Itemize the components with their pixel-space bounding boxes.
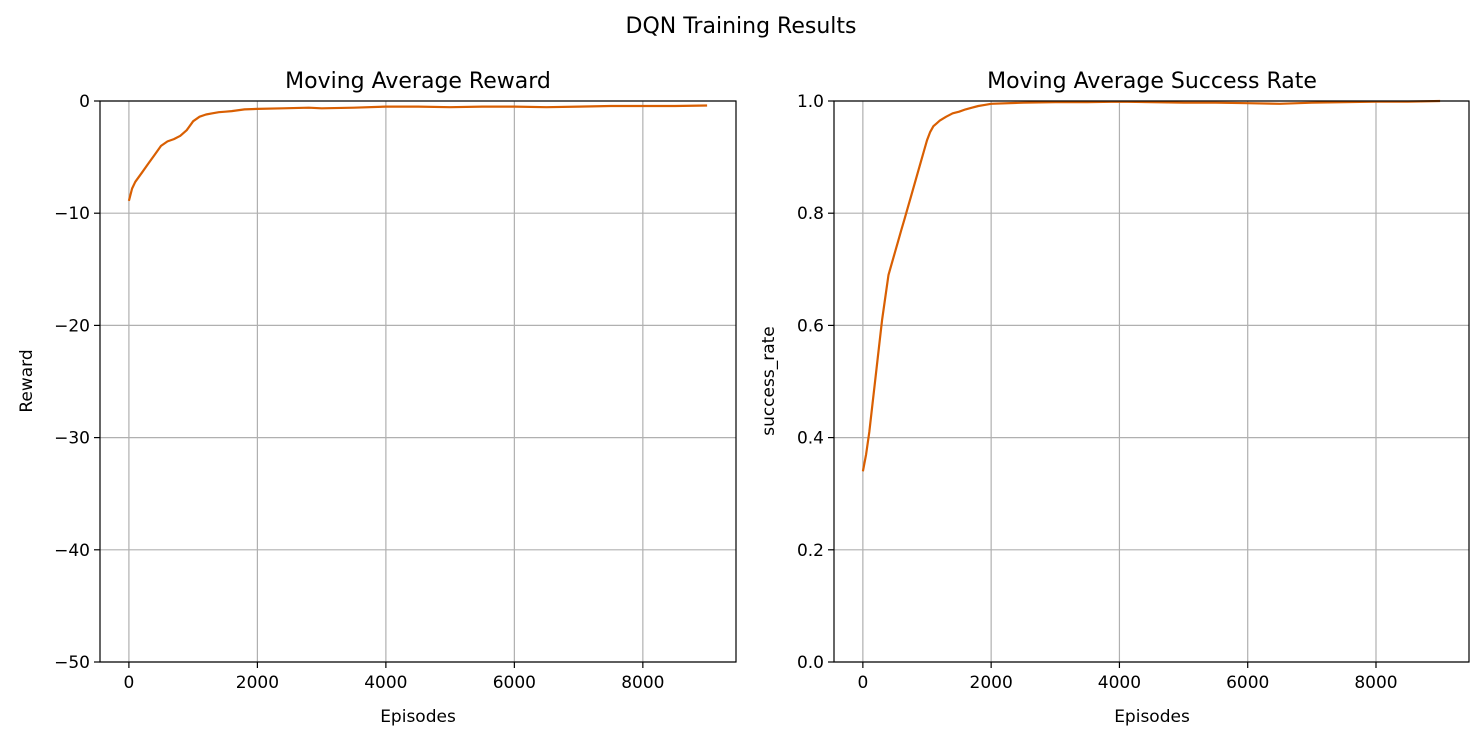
success-rate-chart-title: Moving Average Success Rate <box>987 69 1317 94</box>
success-rate-ticks: 0 2000 4000 6000 8000 0.0 0.2 0.4 0.6 0.8 1.0 <box>797 92 1398 693</box>
success-rate-y-tick-label: 0.0 <box>797 653 824 673</box>
success-rate-y-axis-label: success_rate <box>759 326 779 436</box>
success-rate-y-tick-label: 0.4 <box>797 429 824 449</box>
success-rate-y-tick-label: 0.8 <box>797 204 824 224</box>
success-rate-y-tick-label: 0.2 <box>797 541 824 561</box>
reward-x-tick-label: 4000 <box>364 673 407 693</box>
figure-title: DQN Training Results <box>626 14 857 39</box>
success-rate-plot-frame <box>833 100 1470 663</box>
reward-y-tick-label: −40 <box>54 541 90 561</box>
reward-x-tick-label: 0 <box>123 673 134 693</box>
reward-x-tick-label: 6000 <box>493 673 536 693</box>
reward-y-tick-label: −30 <box>54 429 90 449</box>
reward-chart: Moving Average Reward 0 2000 4000 6000 8000 −… <box>17 69 737 727</box>
reward-chart-title: Moving Average Reward <box>285 69 551 94</box>
success-rate-x-tick-label: 4000 <box>1098 673 1141 693</box>
reward-x-tick-label: 8000 <box>621 673 664 693</box>
reward-y-tick-label: 0 <box>79 92 90 112</box>
reward-series-line <box>127 104 708 202</box>
success-rate-series-line <box>861 99 1441 472</box>
success-rate-grid <box>834 100 1469 663</box>
success-rate-x-tick-label: 0 <box>857 673 868 693</box>
success-rate-x-tick-label: 2000 <box>970 673 1013 693</box>
success-rate-chart: Moving Average Success Rate 0 2000 4000 600… <box>759 69 1470 727</box>
reward-y-tick-label: −50 <box>54 653 90 673</box>
reward-y-tick-label: −10 <box>54 204 90 224</box>
reward-x-tick-label: 2000 <box>236 673 279 693</box>
reward-y-axis-label: Reward <box>17 349 37 412</box>
success-rate-x-tick-label: 8000 <box>1354 673 1397 693</box>
success-rate-x-axis-label: Episodes <box>1114 707 1190 727</box>
reward-grid <box>100 100 736 663</box>
success-rate-x-tick-label: 6000 <box>1226 673 1269 693</box>
reward-y-tick-label: −20 <box>54 316 90 336</box>
success-rate-y-tick-label: 1.0 <box>797 92 824 112</box>
success-rate-y-tick-label: 0.6 <box>797 316 824 336</box>
reward-ticks: 0 2000 4000 6000 8000 −50 −40 −30 −20 −10 0 <box>54 92 664 693</box>
reward-plot-frame <box>99 100 737 663</box>
reward-x-axis-label: Episodes <box>380 707 456 727</box>
